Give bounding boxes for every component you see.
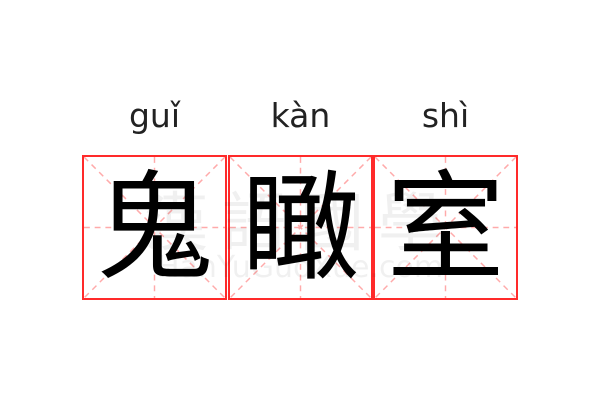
grid-guides (375, 157, 516, 298)
grid-guides (84, 157, 225, 298)
character: 鬼 (95, 158, 214, 297)
grid-guides (230, 157, 371, 298)
character: 瞰 (241, 158, 360, 297)
character-box-1: 鬼 (82, 155, 227, 300)
character: 室 (386, 158, 505, 297)
character-box-2: 瞰 (228, 155, 373, 300)
character-box-3: 室 (373, 155, 518, 300)
pinyin-1: guǐ (128, 96, 181, 135)
pinyin-2: kàn (270, 96, 331, 135)
pinyin-3: shì (421, 96, 470, 135)
